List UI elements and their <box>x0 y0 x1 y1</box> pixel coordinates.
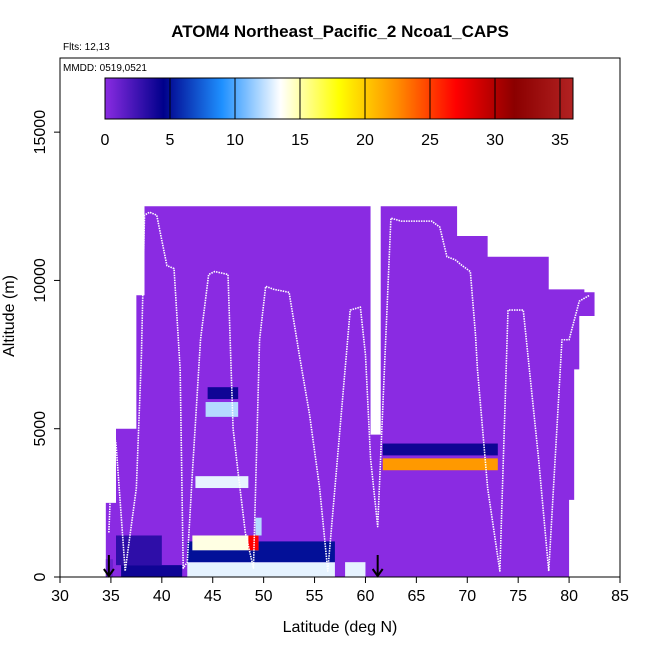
colorbar <box>104 77 574 120</box>
colorbar-gradient <box>104 77 574 120</box>
colorbar-tick-label: 10 <box>226 132 244 149</box>
colorbar-tick-label: 15 <box>291 132 309 149</box>
heatmap-cells <box>105 387 498 577</box>
arrow-head <box>371 568 384 578</box>
colorbar-tick-label: 35 <box>551 132 569 149</box>
x-tick-label: 60 <box>357 588 375 605</box>
heatmap-cell <box>207 387 239 400</box>
chart-title: ATOM4 Northeast_Pacific_2 Ncoa1_CAPS <box>171 22 509 41</box>
y-tick-label: 5000 <box>32 411 49 447</box>
x-tick-label: 55 <box>306 588 324 605</box>
heatmap-cell <box>345 562 366 577</box>
colorbar-ticks: 0 5 10 15 20 25 30 35 <box>101 78 569 149</box>
heatmap-cell <box>195 476 249 489</box>
x-tick-label: 85 <box>611 588 629 605</box>
plot-background <box>105 206 595 578</box>
flight-track <box>108 211 590 572</box>
y-tick-label: 10000 <box>32 258 49 303</box>
flight-track-line <box>108 211 590 572</box>
x-tick-label: 30 <box>51 588 69 605</box>
y-tick-label: 0 <box>32 572 49 581</box>
x-tick-label: 65 <box>407 588 425 605</box>
heatmap-cell <box>255 517 262 536</box>
flights-label: Flts: 12,13 <box>63 42 110 53</box>
y-tick-label: 15000 <box>32 110 49 155</box>
heatmap-cell <box>192 535 259 551</box>
x-tick-label: 40 <box>153 588 171 605</box>
colorbar-tick-label: 25 <box>421 132 439 149</box>
heatmap-cell <box>121 565 183 577</box>
x-axis-label: Latitude (deg N) <box>283 619 398 636</box>
x-axis-ticks: 30 35 40 45 50 55 60 65 70 75 80 85 <box>51 577 629 605</box>
colorbar-tick-label: 30 <box>486 132 504 149</box>
heatmap-cell <box>205 402 239 417</box>
x-tick-label: 50 <box>255 588 273 605</box>
x-tick-label: 45 <box>204 588 222 605</box>
heatmap-cell <box>382 458 498 471</box>
curtain-area <box>105 206 595 578</box>
x-tick-label: 80 <box>560 588 578 605</box>
dates-label: MMDD: 0519,0521 <box>63 63 147 74</box>
arrow-head <box>103 568 115 578</box>
heatmap-cell <box>382 443 498 456</box>
colorbar-tick-label: 0 <box>101 132 110 149</box>
y-axis-label: Altitude (m) <box>1 275 18 357</box>
heatmap-cell <box>187 562 335 577</box>
colorbar-tick-label: 20 <box>356 132 374 149</box>
plot-frame <box>59 57 621 578</box>
x-tick-label: 75 <box>509 588 527 605</box>
colorbar-tick-label: 5 <box>166 132 175 149</box>
y-axis-ticks: 0 5000 10000 15000 <box>32 110 60 581</box>
x-tick-label: 35 <box>102 588 120 605</box>
x-tick-label: 70 <box>458 588 476 605</box>
flight-arrows <box>103 555 384 578</box>
